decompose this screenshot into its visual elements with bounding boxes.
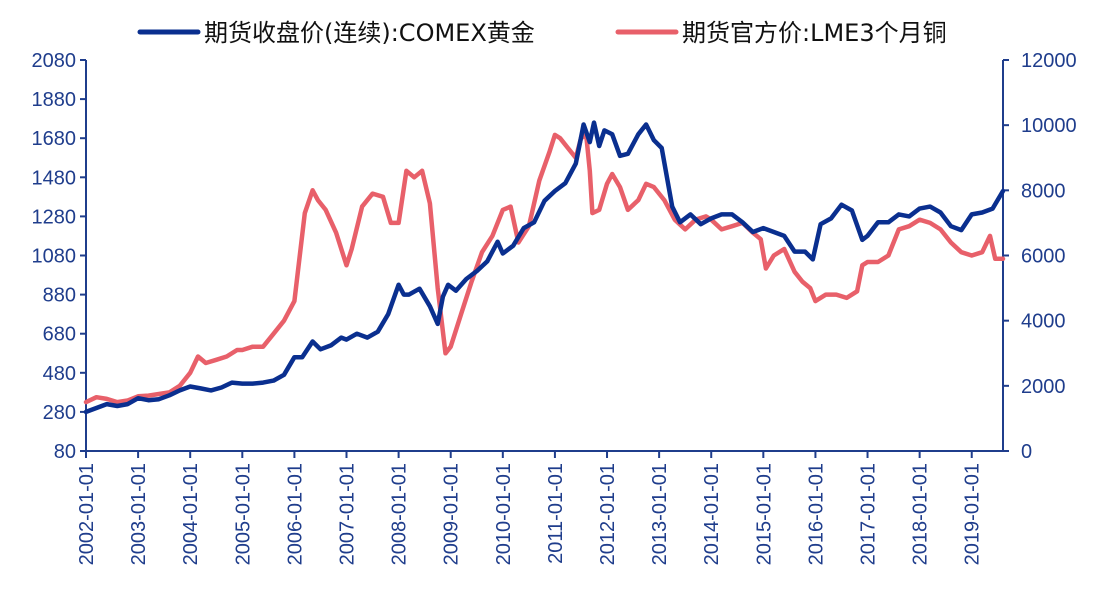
x-tick-label: 2019-01-01 <box>962 463 984 565</box>
x-tick-label: 2006-01-01 <box>284 463 306 565</box>
y-left-tick-label: 880 <box>43 285 76 307</box>
y-right-tick-label: 8000 <box>1021 180 1066 202</box>
x-tick-label: 2002-01-01 <box>76 463 98 565</box>
y-right-tick-label: 12000 <box>1021 50 1077 72</box>
series-line-copper <box>83 132 1006 405</box>
y-left-tick-label: 1480 <box>32 167 77 189</box>
y-right-tick-label: 6000 <box>1021 246 1066 268</box>
x-tick-label: 2009-01-01 <box>441 463 463 565</box>
y-left-tick-label: 1080 <box>32 246 77 268</box>
x-tick-label: 2016-01-01 <box>805 463 827 565</box>
x-tick-label: 2018-01-01 <box>910 463 932 565</box>
y-right-tick-label: 4000 <box>1021 311 1066 333</box>
x-tick-label: 2008-01-01 <box>389 463 411 565</box>
x-tick-label: 2013-01-01 <box>649 463 671 565</box>
series-line-gold <box>83 120 1006 415</box>
x-tick-label: 2014-01-01 <box>701 463 723 565</box>
x-tick-label: 2003-01-01 <box>128 463 150 565</box>
x-tick-label: 2007-01-01 <box>337 463 359 565</box>
y-left-tick-label: 80 <box>54 441 76 463</box>
y-right-tick-label: 0 <box>1021 441 1032 463</box>
x-tick-label: 2010-01-01 <box>493 463 515 565</box>
legend-gold-label: 期货收盘价(连续):COMEX黄金 <box>204 19 535 47</box>
y-left-tick-label: 1680 <box>32 128 77 150</box>
y-left-tick-label: 680 <box>43 324 76 346</box>
y-left-tick-label: 480 <box>43 363 76 385</box>
x-tick-label: 2011-01-01 <box>545 463 567 564</box>
y-left-tick-label: 280 <box>43 402 76 424</box>
x-tick-label: 2015-01-01 <box>753 463 775 565</box>
y-left-tick-label: 2080 <box>32 50 77 72</box>
y-left-tick-label: 1280 <box>32 206 77 228</box>
x-tick-label: 2017-01-01 <box>858 463 880 565</box>
y-right-tick-label: 2000 <box>1021 376 1066 398</box>
x-tick-label: 2005-01-01 <box>232 463 254 565</box>
y-right-tick-label: 10000 <box>1021 115 1077 137</box>
x-tick-label: 2012-01-01 <box>597 463 619 565</box>
x-tick-label: 2004-01-01 <box>180 463 202 565</box>
y-left-tick-label: 1880 <box>32 89 77 111</box>
legend-copper-label: 期货官方价:LME3个月铜 <box>682 19 947 47</box>
